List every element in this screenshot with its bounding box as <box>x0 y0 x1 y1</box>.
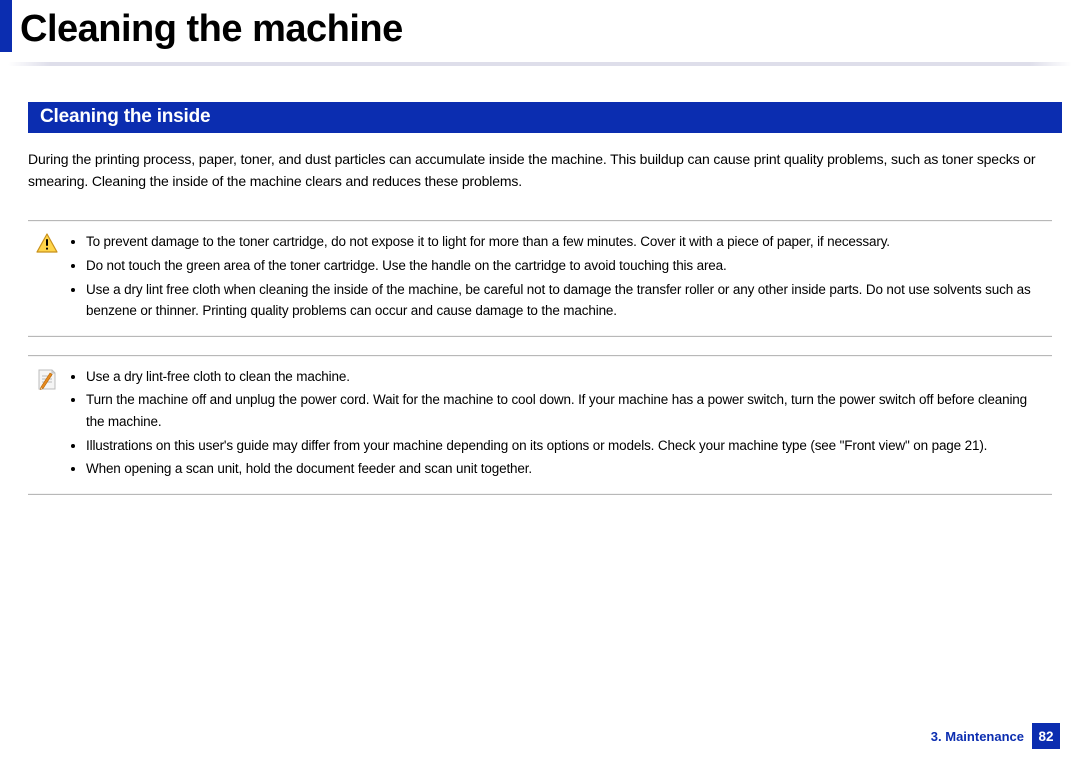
title-row: Cleaning the machine <box>18 0 1062 52</box>
section-heading: Cleaning the inside <box>28 102 1062 133</box>
note-item: Turn the machine off and unplug the powe… <box>86 389 1042 432</box>
section-intro: During the printing process, paper, tone… <box>28 149 1052 192</box>
note-item: When opening a scan unit, hold the docum… <box>86 458 1042 480</box>
note-item: Use a dry lint-free cloth to clean the m… <box>86 366 1042 388</box>
note-list: Use a dry lint-free cloth to clean the m… <box>86 366 1042 482</box>
warning-list: To prevent damage to the toner cartridge… <box>86 231 1042 323</box>
warning-item: Do not touch the green area of the toner… <box>86 255 1042 277</box>
warning-icon <box>36 231 60 323</box>
footer-page-number: 82 <box>1032 723 1060 749</box>
title-underline <box>8 62 1072 66</box>
page-title: Cleaning the machine <box>20 4 403 48</box>
title-accent-bar <box>0 0 12 52</box>
footer-chapter: 3. Maintenance <box>931 729 1024 744</box>
note-icon <box>36 366 60 482</box>
manual-page: Cleaning the machine Cleaning the inside… <box>0 0 1080 763</box>
warning-item: Use a dry lint free cloth when cleaning … <box>86 279 1042 322</box>
page-footer: 3. Maintenance 82 <box>931 723 1060 749</box>
note-item: Illustrations on this user's guide may d… <box>86 435 1042 457</box>
note-block: Use a dry lint-free cloth to clean the m… <box>28 355 1052 495</box>
warning-item: To prevent damage to the toner cartridge… <box>86 231 1042 253</box>
warning-block: To prevent damage to the toner cartridge… <box>28 220 1052 336</box>
